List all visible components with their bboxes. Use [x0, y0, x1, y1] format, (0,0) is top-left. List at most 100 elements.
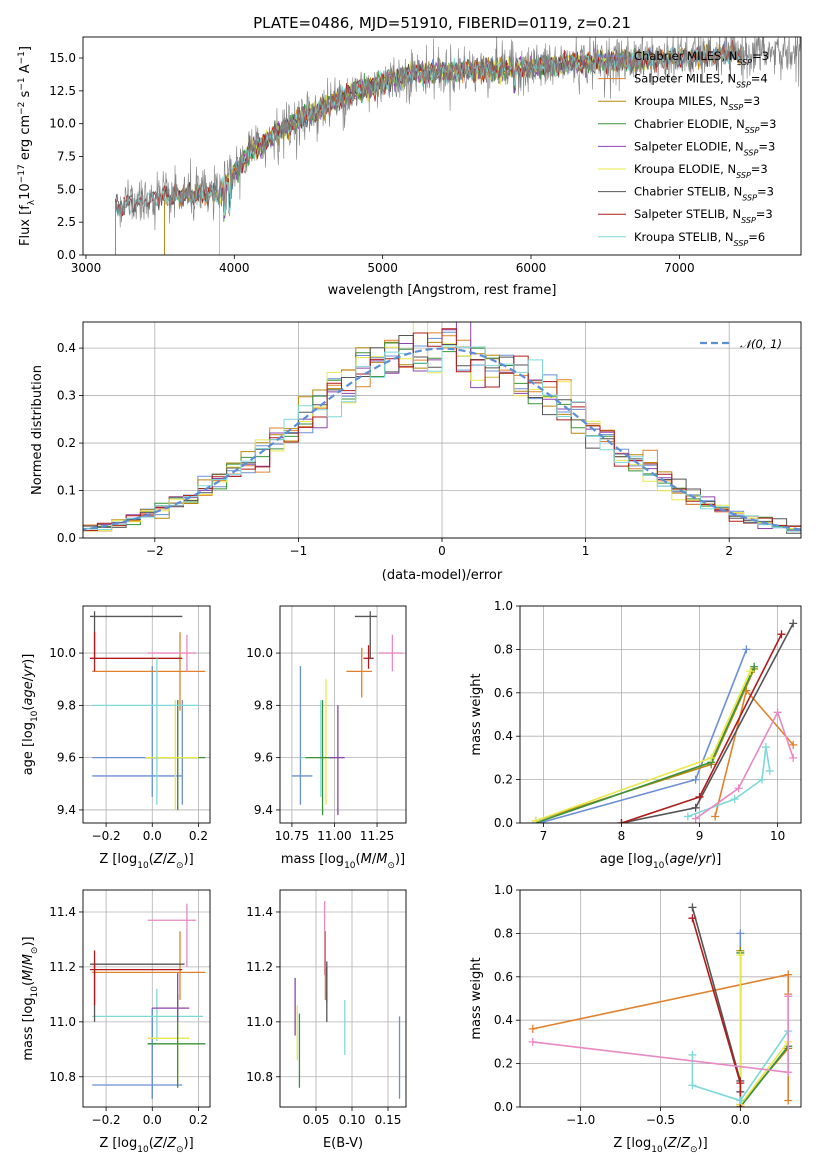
age-vs-mass-errorbar [354, 611, 378, 659]
y-tick-label: 9.6 [254, 751, 273, 765]
mass-weight-vs-metallicity-point-marker [688, 1050, 697, 1059]
residual-frame [82, 321, 802, 539]
x-tick-label: 0.0 [143, 829, 162, 843]
mass-vs-metallicity-errorbar [92, 931, 206, 1000]
y-tick-label: 9.4 [254, 803, 273, 817]
mass-weight-vs-age-point-marker [707, 753, 716, 762]
age-vs-metallicity-errorbar [92, 658, 199, 805]
spectrum-x-axis-label: wavelength [Angstrom, rest frame] [328, 283, 557, 298]
mass-weight-vs-metallicity-point-marker [784, 992, 793, 1001]
y-tick-label: 0.2 [494, 773, 513, 787]
mass-weight-vs-metallicity-point-marker [528, 1024, 537, 1033]
x-tick-label: 10 [770, 829, 785, 843]
mass-weight-vs-age-point-marker [695, 792, 704, 801]
mass-weight-vs-metallicity-point-marker [736, 1096, 745, 1105]
y-tick-label: 10.8 [246, 1070, 273, 1084]
x-tick-label: 6000 [516, 261, 547, 275]
mass-weight-vs-metallicity-point-marker [736, 1079, 745, 1088]
y-tick-label: 11.4 [49, 905, 76, 919]
y-tick-label: 0.1 [57, 484, 76, 498]
normal-reference-curve [83, 347, 801, 531]
residual-histogram-step [83, 345, 801, 532]
y-tick-label: 0.4 [57, 341, 76, 355]
legend-label: Kroupa ELODIE, NSSP=3 [634, 162, 768, 180]
age-vs-mass-errorbar [291, 666, 313, 805]
x-tick-label: −1.0 [566, 1113, 595, 1127]
mass-weight-vs-age-point-marker [750, 662, 759, 671]
age-vs-mass-errorbar [378, 634, 403, 672]
x-tick-label: 11.00 [317, 829, 351, 843]
y-tick-label: 11.2 [49, 960, 76, 974]
y-tick-label: 12.5 [49, 84, 76, 98]
age-vs-metallicity-errorbar [89, 632, 183, 672]
mass-weight-vs-age-axes [516, 605, 801, 827]
mass-vs-metallicity-axes [79, 890, 210, 1111]
mass-weight-vs-age-point-marker [691, 775, 700, 784]
mass-weight-vs-metallicity-point-marker [688, 914, 697, 923]
x-tick-label: 2 [725, 544, 733, 558]
x-tick-label: 7 [540, 829, 548, 843]
y-tick-label: 11.0 [246, 1015, 273, 1029]
mass-weight-vs-age-point-marker [734, 784, 743, 793]
x-tick-label: 0.10 [339, 1113, 366, 1127]
mass-weight-vs-age-point-marker [761, 743, 770, 752]
x-tick-label: −0.2 [92, 1113, 121, 1127]
x-tick-label: 0.0 [731, 1113, 750, 1127]
mass-vs-metallicity-frame [82, 889, 211, 1108]
mass-weight-vs-metallicity-point-marker [528, 1037, 537, 1046]
spectrum-y-axis-label: Flux [fλ10−17 erg cm−2 s−1 A−1] [17, 46, 37, 246]
x-tick-label: 0.2 [189, 1113, 208, 1127]
spectrum-plot [115, 37, 801, 255]
mass-weight-vs-age-point-marker [711, 812, 720, 821]
mass-weight-vs-metallicity-axes [516, 889, 801, 1111]
y-tick-label: 5.0 [57, 182, 76, 196]
x-tick-label: 0.15 [375, 1113, 402, 1127]
age-vs-metallicity-plot [89, 611, 206, 810]
x-tick-label: −2 [146, 544, 164, 558]
y-tick-label: 0.4 [494, 1013, 513, 1027]
mass-weight-vs-age-point-marker [730, 795, 739, 804]
mass-weight-vs-metallicity-y-axis-label: mass weight [469, 957, 484, 1039]
x-tick-label: 0.2 [189, 829, 208, 843]
mass-weight-vs-metallicity-point-marker [784, 1068, 793, 1077]
mass-weight-vs-metallicity-point-marker [688, 903, 697, 912]
mass-weight-vs-age-series-line [695, 710, 794, 820]
x-tick-label: 3000 [71, 261, 102, 275]
age-vs-mass-plot [291, 611, 403, 816]
mass-vs-extinction-plot [294, 900, 401, 1099]
mass-vs-metallicity-y-axis-label: mass [log10(M/M⊙)] [21, 936, 40, 1060]
age-vs-metallicity-frame [82, 605, 211, 824]
age-vs-mass-errorbar [329, 705, 345, 816]
age-vs-metallicity-y-axis-label: age [log10(age/yr)] [21, 654, 40, 776]
y-tick-label: 11.0 [49, 1015, 76, 1029]
y-tick-label: 7.5 [57, 150, 76, 164]
y-tick-label: 9.6 [57, 751, 76, 765]
y-tick-label: 0.6 [494, 686, 513, 700]
age-vs-mass-errorbar [346, 647, 372, 698]
spectrum-frame [82, 36, 802, 256]
mass-weight-vs-age-point-marker [691, 814, 700, 823]
legend-label: Salpeter MILES, NSSP=4 [634, 72, 768, 90]
y-tick-label: 10.0 [49, 117, 76, 131]
mass-weight-vs-age-series-line [621, 633, 783, 823]
legend-label: Salpeter ELODIE, NSSP=3 [634, 139, 775, 157]
residual-x-axis-label: (data-model)/error [382, 568, 503, 583]
mass-vs-extinction-frame [279, 889, 407, 1108]
mass-weight-vs-metallicity-plot [528, 903, 793, 1107]
y-tick-label: 0.8 [494, 642, 513, 656]
mass-weight-vs-age-x-axis-label: age [log10(age/yr)] [600, 852, 722, 871]
mass-weight-vs-age-point-marker [757, 775, 766, 784]
legend-label: Kroupa STELIB, NSSP=6 [634, 230, 765, 248]
y-tick-label: 11.2 [246, 960, 273, 974]
x-tick-label: 0.0 [143, 1113, 162, 1127]
y-tick-label: 0.0 [57, 531, 76, 545]
y-tick-label: 10.0 [49, 646, 76, 660]
x-tick-label: −1 [290, 544, 308, 558]
mass-weight-vs-age-point-marker [789, 619, 798, 628]
mass-vs-metallicity-x-axis-label: Z [log10(Z/Z⊙)] [99, 1136, 193, 1155]
x-tick-label: 5000 [367, 261, 398, 275]
age-vs-mass-errorbar [300, 700, 340, 797]
age-vs-mass-x-axis-label: mass [log10(M/M⊙)] [281, 852, 405, 871]
mass-weight-vs-age-point-marker [531, 816, 540, 823]
x-tick-label: 1 [582, 544, 590, 558]
